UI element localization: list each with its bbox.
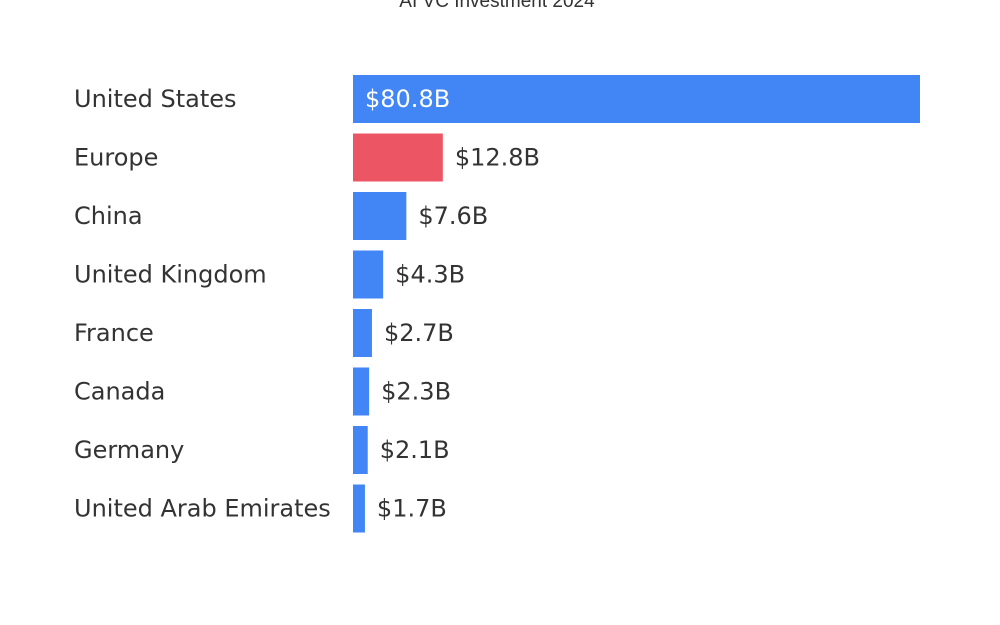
- value-label-china: $7.6B: [418, 202, 488, 230]
- value-label-europe: $12.8B: [455, 144, 540, 172]
- bar-united-arab-emirates: [353, 484, 365, 533]
- bar-germany: [353, 426, 368, 474]
- bar-france: [353, 309, 372, 357]
- value-label-france: $2.7B: [384, 319, 454, 347]
- category-label-france: France: [74, 319, 154, 347]
- bars-group: United States $80.8B Europe $12.8B China $7.6…: [74, 75, 920, 533]
- bar-europe: [353, 133, 443, 182]
- value-label-united-arab-emirates: $1.7B: [377, 495, 447, 523]
- value-label-germany: $2.1B: [380, 436, 450, 464]
- category-label-canada: Canada: [74, 378, 165, 406]
- bar-united-states: [353, 75, 920, 123]
- bar-canada: [353, 367, 370, 416]
- category-label-united-kingdom: United Kingdom: [74, 261, 267, 289]
- category-label-united-states: United States: [74, 85, 237, 113]
- category-label-germany: Germany: [74, 436, 184, 464]
- bar-china: [353, 192, 407, 240]
- chart-title: AI VC Investment 2024: [399, 0, 595, 12]
- category-label-united-arab-emirates: United Arab Emirates: [74, 495, 331, 523]
- category-label-europe: Europe: [74, 144, 158, 172]
- bar-united-kingdom: [353, 250, 384, 299]
- value-label-canada: $2.3B: [381, 378, 451, 406]
- category-label-china: China: [74, 202, 143, 230]
- value-label-united-kingdom: $4.3B: [395, 261, 465, 289]
- value-label-united-states: $80.8B: [365, 85, 450, 113]
